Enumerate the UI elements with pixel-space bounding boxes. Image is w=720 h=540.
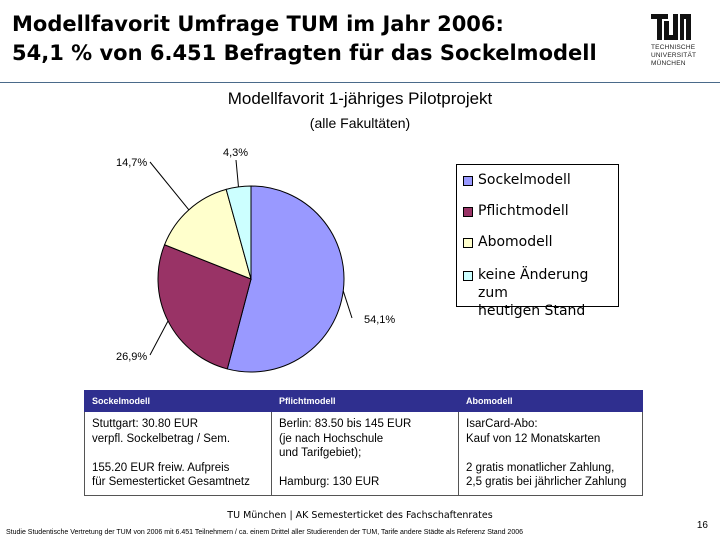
tariff-comparison-table: Sockelmodell Pflichtmodell Abomodell Stu… — [84, 390, 643, 496]
leader-line-3 — [149, 161, 190, 211]
table-header-cell: Sockelmodell — [84, 390, 272, 412]
slide-title: Modellfavorit Umfrage TUM im Jahr 2006: … — [12, 10, 632, 68]
chart-subtitle: (alle Fakultäten) — [309, 115, 411, 131]
data-label-2: 26,9% — [116, 351, 147, 363]
logo-line: MÜNCHEN — [651, 60, 686, 67]
data-label-1: 54,1% — [364, 314, 395, 326]
tum-logo-mark — [651, 14, 691, 40]
tum-logo-text: TECHNISCHE UNIVERSITÄT MÜNCHEN — [651, 44, 696, 68]
table-header-row: Sockelmodell Pflichtmodell Abomodell — [84, 390, 643, 412]
leader-line-1 — [342, 290, 353, 319]
chart-legend: Sockelmodell Pflichtmodell Abomodell keine … — [456, 164, 619, 319]
table-row: Stuttgart: 30.80 EUR verpfl. Sockelbetra… — [84, 411, 643, 496]
table-header-cell: Abomodell — [458, 390, 643, 412]
pie-slice-3 — [163, 188, 252, 280]
table-cell-abomodell: IsarCard-Abo: Kauf von 12 Monatskarten 2… — [458, 411, 643, 496]
table-cell-sockelmodell: Stuttgart: 30.80 EUR verpfl. Sockelbetra… — [84, 411, 272, 496]
legend-swatch — [463, 238, 473, 248]
footer-text: TU München | AK Semesterticket des Fachs… — [227, 510, 493, 521]
slide-title-line2: 54,1 % von 6.451 Befragten für das Socke… — [12, 41, 597, 65]
chart-title: Modellfavorit 1-jähriges Pilotprojekt — [227, 89, 493, 108]
legend-item-1: Sockelmodell — [463, 171, 571, 189]
logo-line: UNIVERSITÄT — [651, 52, 697, 59]
legend-label: keine Änderung zum heutigen Stand — [478, 267, 589, 319]
slide-title-line1: Modellfavorit Umfrage TUM im Jahr 2006: — [12, 12, 504, 36]
footnote: Studie Studentische Vertretung der TUM v… — [6, 529, 523, 536]
table-header-cell: Pflichtmodell — [271, 390, 459, 412]
data-label-3: 14,7% — [116, 157, 147, 169]
legend-swatch — [463, 271, 473, 281]
legend-item-2: Pflichtmodell — [463, 202, 569, 220]
leader-line-4 — [235, 159, 239, 187]
legend-item-4: keine Änderung zum heutigen Stand — [463, 266, 618, 320]
tum-logo: TECHNISCHE UNIVERSITÄT MÜNCHEN — [651, 14, 709, 74]
leader-line-2 — [149, 320, 169, 356]
legend-label: Abomodell — [478, 234, 553, 250]
data-label-4: 4,3% — [223, 147, 248, 159]
legend-swatch — [463, 176, 473, 186]
logo-line: TECHNISCHE — [651, 44, 696, 51]
legend-label: Sockelmodell — [478, 172, 571, 188]
legend-label: Pflichtmodell — [478, 203, 569, 219]
legend-item-3: Abomodell — [463, 233, 553, 251]
table-cell-pflichtmodell: Berlin: 83.50 bis 145 EUR (je nach Hochs… — [271, 411, 459, 496]
pie-slice-4 — [225, 185, 252, 280]
legend-swatch — [463, 207, 473, 217]
pie-slice-2 — [157, 244, 252, 370]
title-divider — [0, 82, 720, 83]
page-number: 16 — [696, 520, 708, 531]
